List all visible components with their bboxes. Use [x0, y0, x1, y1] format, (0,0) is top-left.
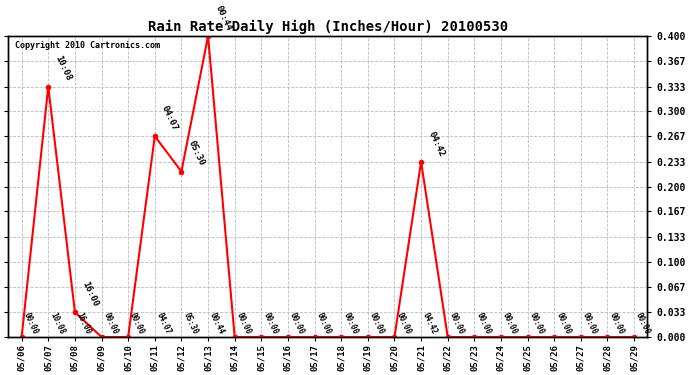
Text: 00:00: 00:00 [315, 311, 333, 336]
Text: 00:00: 00:00 [581, 311, 599, 336]
Text: 05:30: 05:30 [187, 140, 206, 168]
Text: 00:00: 00:00 [528, 311, 546, 336]
Text: 00:00: 00:00 [607, 311, 625, 336]
Text: 00:00: 00:00 [101, 311, 119, 336]
Text: 04:42: 04:42 [421, 311, 439, 336]
Text: 00:00: 00:00 [341, 311, 359, 336]
Text: 16:00: 16:00 [75, 311, 93, 336]
Text: 04:07: 04:07 [160, 104, 179, 132]
Text: 00:00: 00:00 [474, 311, 492, 336]
Text: 00:00: 00:00 [634, 311, 652, 336]
Text: 05:30: 05:30 [181, 311, 199, 336]
Text: 00:00: 00:00 [235, 311, 253, 336]
Text: 00:00: 00:00 [501, 311, 519, 336]
Text: 00:00: 00:00 [288, 311, 306, 336]
Text: 00:00: 00:00 [554, 311, 572, 336]
Text: 10:08: 10:08 [48, 311, 66, 336]
Text: 00:00: 00:00 [128, 311, 146, 336]
Text: 00:00: 00:00 [395, 311, 413, 336]
Text: 10:08: 10:08 [54, 54, 73, 82]
Text: Copyright 2010 Cartronics.com: Copyright 2010 Cartronics.com [14, 40, 159, 50]
Text: 04:07: 04:07 [155, 311, 172, 336]
Text: 00:00: 00:00 [448, 311, 466, 336]
Text: 00:00: 00:00 [21, 311, 39, 336]
Text: 00:00: 00:00 [262, 311, 279, 336]
Text: 04:42: 04:42 [426, 129, 446, 158]
Text: 00:44: 00:44 [208, 311, 226, 336]
Text: 00:00: 00:00 [368, 311, 386, 336]
Text: 00:44: 00:44 [213, 4, 233, 32]
Text: 16:00: 16:00 [80, 280, 100, 308]
Title: Rain Rate Daily High (Inches/Hour) 20100530: Rain Rate Daily High (Inches/Hour) 20100… [148, 20, 508, 33]
